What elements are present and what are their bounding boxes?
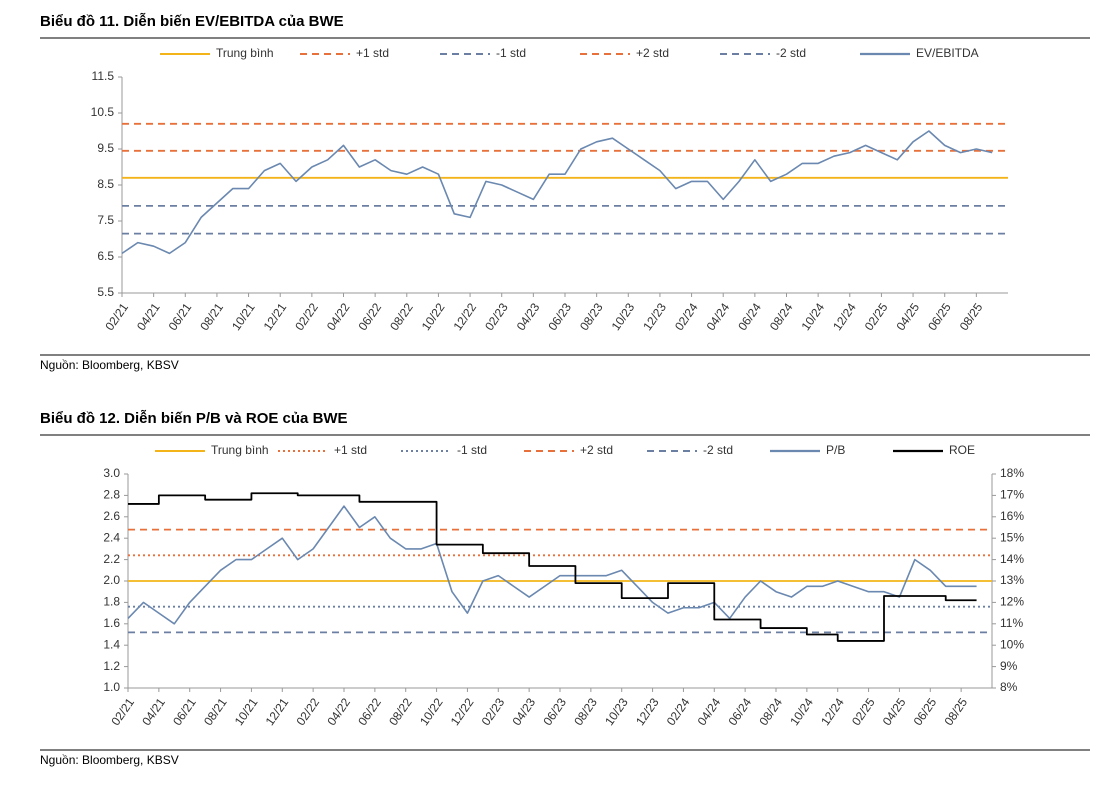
y-tick-label: 8.5 xyxy=(97,177,114,191)
y-tick-label: 10.5 xyxy=(91,105,115,119)
y-tick-label: 1.4 xyxy=(103,637,120,651)
y2-tick-label: 13% xyxy=(1000,573,1024,587)
legend-label: Trung bình xyxy=(211,443,269,457)
y-tick-label: 1.8 xyxy=(103,595,120,609)
chart-title: Biểu đồ 12. Diễn biến P/B và ROE của BWE xyxy=(40,410,348,427)
legend-label: -2 std xyxy=(776,46,806,60)
legend-label: P/B xyxy=(826,443,845,457)
legend-label: -2 std xyxy=(703,443,733,457)
series-line xyxy=(121,130,993,255)
source: Nguồn: Bloomberg, KBSV xyxy=(40,753,179,767)
y-tick-label: 2.4 xyxy=(103,530,120,544)
y-tick-label: 5.5 xyxy=(97,285,114,299)
y-tick-label: 2.6 xyxy=(103,509,120,523)
series-line xyxy=(128,492,977,642)
legend-label: -1 std xyxy=(457,443,487,457)
series-line xyxy=(127,505,977,625)
y-tick-label: 11.5 xyxy=(92,69,115,83)
y-tick-label: 1.0 xyxy=(103,680,120,694)
y2-tick-label: 16% xyxy=(1000,509,1024,523)
y2-tick-label: 17% xyxy=(1000,488,1024,502)
legend-label: ROE xyxy=(949,443,975,457)
legend-label: +1 std xyxy=(356,46,389,60)
legend-label: Trung bình xyxy=(216,46,274,60)
y-tick-label: 2.0 xyxy=(103,573,120,587)
y-tick-label: 3.0 xyxy=(103,466,120,480)
legend-label: +1 std xyxy=(334,443,367,457)
legend-label: +2 std xyxy=(636,46,669,60)
chart-title: Biểu đồ 11. Diễn biến EV/EBITDA của BWE xyxy=(40,13,344,30)
legend-label: -1 std xyxy=(496,46,526,60)
y2-tick-label: 12% xyxy=(1000,595,1024,609)
y-tick-label: 7.5 xyxy=(97,213,114,227)
y2-tick-label: 14% xyxy=(1000,552,1024,566)
y2-tick-label: 11% xyxy=(1000,616,1023,630)
y-tick-label: 9.5 xyxy=(97,141,114,155)
y2-tick-label: 10% xyxy=(1000,637,1024,651)
legend-label: +2 std xyxy=(580,443,613,457)
y2-tick-label: 9% xyxy=(1000,659,1018,673)
y-tick-label: 1.6 xyxy=(103,616,120,630)
y2-tick-label: 18% xyxy=(1000,466,1024,480)
legend-label: EV/EBITDA xyxy=(916,46,979,60)
y2-tick-label: 15% xyxy=(1000,530,1024,544)
y2-tick-label: 8% xyxy=(1000,680,1018,694)
y-tick-label: 2.8 xyxy=(103,488,120,502)
y-tick-label: 2.2 xyxy=(103,552,120,566)
y-tick-label: 6.5 xyxy=(97,249,114,263)
source: Nguồn: Bloomberg, KBSV xyxy=(40,358,179,372)
y-tick-label: 1.2 xyxy=(103,659,120,673)
